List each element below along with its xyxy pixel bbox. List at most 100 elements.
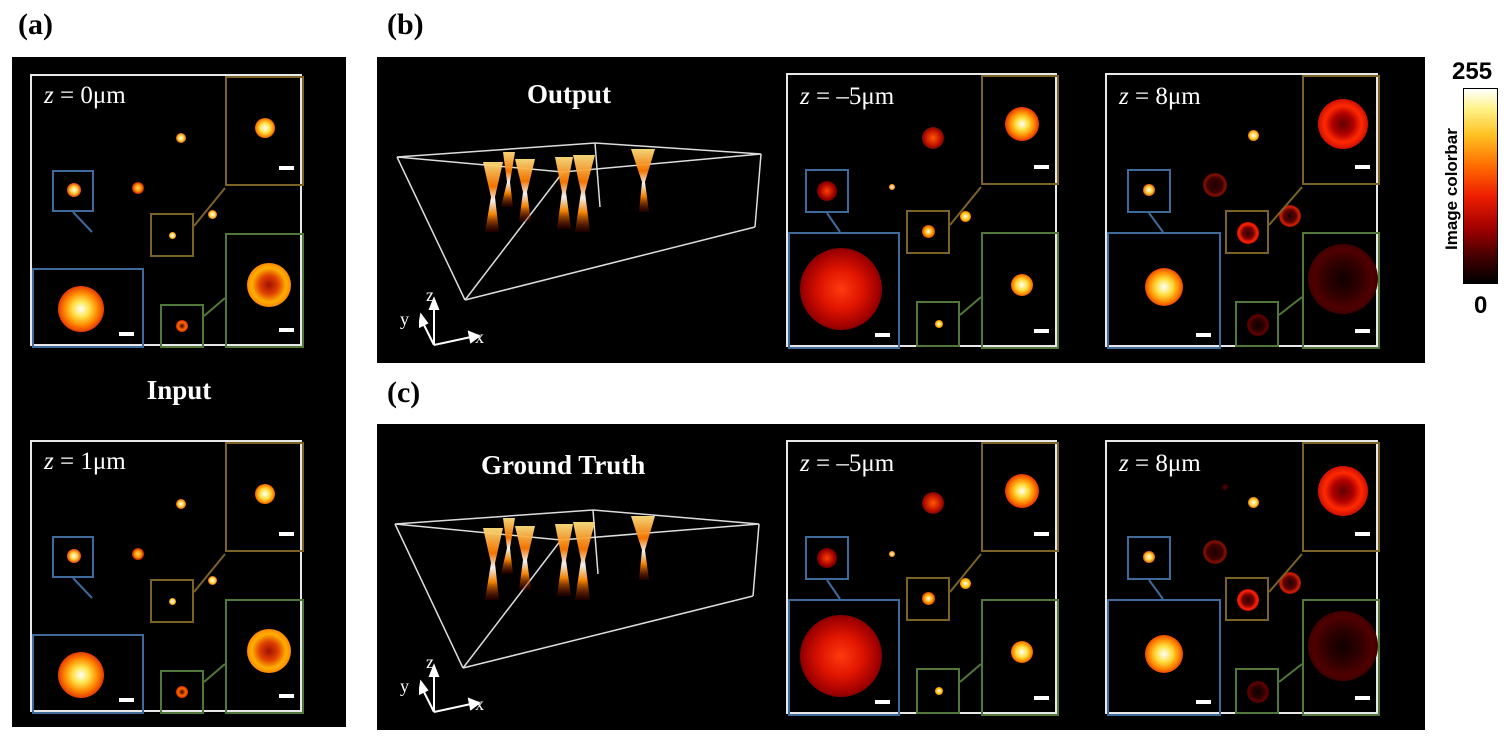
bead bbox=[1143, 551, 1155, 563]
bead bbox=[1318, 466, 1368, 516]
bead bbox=[1247, 681, 1269, 703]
scale-bar bbox=[1196, 700, 1211, 704]
inset-zoom-green bbox=[225, 599, 304, 714]
bead bbox=[1237, 589, 1259, 611]
bead bbox=[176, 133, 186, 143]
panel-c-background: Ground Truth bbox=[377, 424, 1425, 730]
inset-marker-blue bbox=[805, 536, 849, 580]
bead bbox=[1145, 635, 1183, 673]
z-plane-label: z = 1μm bbox=[44, 448, 126, 475]
axis-label-x: x bbox=[475, 694, 484, 714]
bead bbox=[889, 551, 895, 557]
scale-bar bbox=[875, 333, 890, 337]
inset-connectors bbox=[72, 553, 226, 683]
axis-label-y: y bbox=[400, 309, 409, 329]
bead bbox=[1248, 130, 1259, 141]
inset-zoom-brown bbox=[981, 75, 1059, 185]
inset-marker-green bbox=[916, 301, 960, 347]
bead bbox=[935, 687, 943, 695]
bead bbox=[58, 286, 104, 332]
scale-bar bbox=[119, 332, 134, 336]
inset-zoom-blue bbox=[32, 268, 144, 348]
bead bbox=[922, 127, 944, 149]
inset-marker-brown bbox=[1225, 210, 1269, 254]
inset-connectors bbox=[826, 553, 982, 683]
bead bbox=[1005, 107, 1039, 141]
slice-frame-c-z8: z = 8μm bbox=[1105, 440, 1380, 716]
inset-marker-green bbox=[160, 304, 204, 348]
bead bbox=[922, 492, 944, 514]
bead bbox=[800, 615, 882, 697]
bead bbox=[960, 578, 971, 589]
scale-bar bbox=[1355, 329, 1370, 333]
bead bbox=[1145, 268, 1183, 306]
colorbar-min-label: 0 bbox=[1474, 292, 1488, 319]
inset-marker-brown bbox=[150, 579, 194, 623]
inset-zoom-brown bbox=[225, 76, 304, 186]
inset-connectors bbox=[826, 186, 982, 316]
z-plane-label: z = –5μm bbox=[800, 83, 895, 110]
bead bbox=[169, 598, 176, 605]
inset-connectors bbox=[1148, 186, 1303, 316]
slice-frame-z0: z = 0μm bbox=[30, 74, 304, 348]
inset-marker-green bbox=[160, 670, 204, 714]
colorbar bbox=[1463, 88, 1498, 284]
volume-render bbox=[394, 509, 760, 669]
bead bbox=[1308, 244, 1378, 314]
axis-label-z: z bbox=[426, 652, 434, 672]
bead bbox=[58, 652, 104, 698]
inset-connectors bbox=[1148, 553, 1303, 683]
bead bbox=[1247, 314, 1269, 336]
bead bbox=[1237, 222, 1259, 244]
bead bbox=[176, 686, 188, 698]
volume-title-ground-truth: Ground Truth bbox=[481, 450, 646, 480]
bead bbox=[922, 592, 935, 605]
inset-zoom-green bbox=[1302, 599, 1380, 716]
inset-connectors bbox=[72, 187, 226, 317]
scale-bar bbox=[1355, 696, 1370, 700]
scale-bar bbox=[1196, 333, 1211, 337]
bead bbox=[132, 548, 144, 560]
scale-bar bbox=[875, 700, 890, 704]
bead bbox=[247, 263, 291, 307]
panel-label-b: (b) bbox=[387, 8, 424, 41]
bead bbox=[1203, 540, 1227, 564]
scale-bar bbox=[1355, 165, 1370, 169]
inset-zoom-brown bbox=[981, 442, 1059, 552]
scale-bar bbox=[1355, 532, 1370, 536]
axis-label-z: z bbox=[426, 285, 434, 305]
bead bbox=[1143, 184, 1155, 196]
inset-marker-brown bbox=[906, 577, 950, 621]
scale-bar bbox=[279, 694, 294, 698]
inset-zoom-blue bbox=[788, 232, 900, 349]
bead bbox=[922, 225, 935, 238]
z-plane-label: z = –5μm bbox=[800, 450, 895, 477]
bead bbox=[208, 210, 217, 219]
inset-marker-green bbox=[1235, 301, 1279, 347]
bead bbox=[1011, 274, 1033, 296]
axis-label-y: y bbox=[400, 676, 409, 696]
inset-zoom-brown bbox=[1302, 442, 1380, 552]
z-plane-label: z = 8μm bbox=[1119, 83, 1201, 110]
z-plane-label: z = 8μm bbox=[1119, 450, 1201, 477]
inset-zoom-green bbox=[981, 232, 1059, 349]
scale-bar bbox=[1034, 696, 1049, 700]
inset-marker-green bbox=[1235, 668, 1279, 714]
scale-bar bbox=[1034, 165, 1049, 169]
scale-bar bbox=[119, 698, 134, 702]
scale-bar bbox=[279, 166, 294, 170]
inset-marker-blue bbox=[52, 170, 94, 212]
section-title-input: Input bbox=[146, 375, 212, 405]
bead bbox=[1308, 611, 1378, 681]
bead bbox=[247, 629, 291, 673]
inset-marker-brown bbox=[150, 213, 194, 257]
colorbar-max-label: 255 bbox=[1452, 58, 1493, 85]
panel-a-background: z = 0μm bbox=[12, 57, 346, 727]
inset-zoom-green bbox=[1302, 232, 1380, 349]
bead bbox=[935, 320, 943, 328]
bead bbox=[1248, 497, 1259, 508]
bead bbox=[960, 211, 971, 222]
inset-marker-blue bbox=[52, 536, 94, 578]
axis-triad bbox=[419, 663, 482, 713]
bead bbox=[176, 320, 188, 332]
